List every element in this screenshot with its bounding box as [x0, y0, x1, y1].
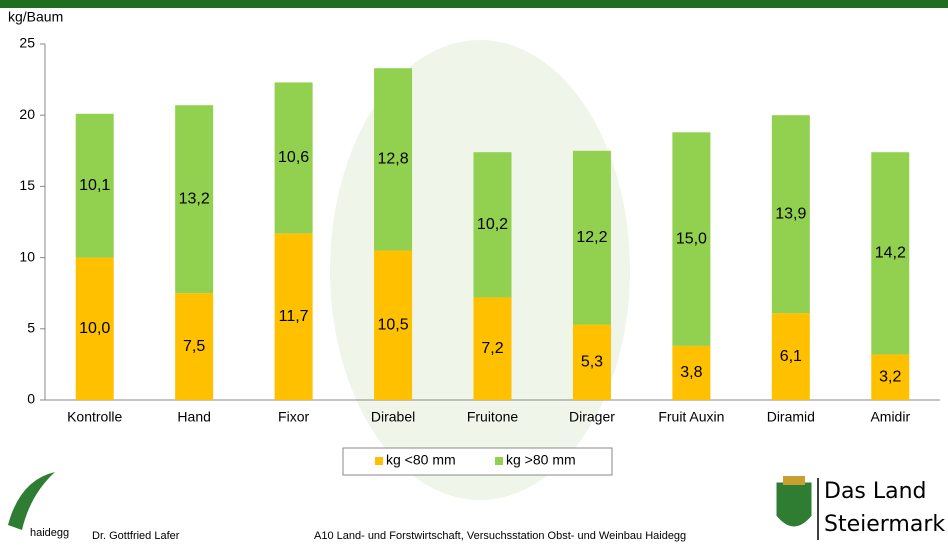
coat-of-arms [776, 482, 812, 527]
value-label: 13,2 [179, 190, 210, 207]
value-label: 10,6 [278, 149, 309, 166]
legend-swatch [375, 457, 383, 465]
legend-label: kg >80 mm [506, 452, 576, 468]
x-tick-label: Dirager [569, 409, 615, 425]
value-label: 3,2 [879, 368, 901, 385]
y-tick-label: 20 [19, 106, 35, 122]
value-label: 10,5 [377, 316, 408, 333]
value-label: 10,1 [79, 177, 110, 194]
crown [783, 476, 805, 485]
brand-line2: Steiermark [824, 512, 945, 537]
y-axis-label: kg/Baum [8, 9, 63, 25]
value-label: 12,2 [576, 229, 607, 246]
x-tick-label: Fruitone [467, 409, 519, 425]
author: Dr. Gottfried Lafer [92, 530, 180, 542]
value-label: 3,8 [680, 364, 702, 381]
logo-text: haidegg [30, 527, 69, 539]
logo-leaf [8, 472, 55, 530]
value-label: 11,7 [279, 308, 309, 325]
x-tick-label: Hand [177, 409, 210, 425]
brand-line1: Das Land [824, 479, 927, 504]
y-tick-label: 15 [19, 177, 35, 193]
value-label: 7,2 [481, 340, 503, 357]
legend-swatch [495, 457, 503, 465]
value-label: 7,5 [183, 338, 205, 355]
value-label: 5,3 [581, 353, 603, 370]
value-label: 12,8 [377, 151, 408, 168]
y-tick-label: 10 [19, 248, 35, 264]
slide: kg/Baum haidegg Dr. Gottfried Lafer A10 … [0, 0, 948, 547]
value-label: 10,0 [79, 320, 110, 337]
y-tick-label: 5 [27, 320, 35, 336]
top-bar [0, 0, 948, 8]
y-tick-label: 25 [19, 35, 35, 51]
y-tick-label: 0 [27, 391, 35, 407]
x-tick-label: Kontrolle [67, 409, 122, 425]
legend-label: kg <80 mm [386, 452, 456, 468]
x-tick-label: Fixor [278, 409, 309, 425]
x-tick-label: Fruit Auxin [658, 409, 724, 425]
value-label: 6,1 [780, 348, 802, 365]
value-label: 10,2 [477, 216, 508, 233]
x-tick-label: Amidir [870, 409, 910, 425]
x-tick-label: Dirabel [371, 409, 415, 425]
value-label: 13,9 [775, 205, 806, 222]
value-label: 15,0 [676, 230, 707, 247]
value-label: 14,2 [875, 245, 906, 262]
institution: A10 Land- und Forstwirtschaft, Versuchss… [314, 530, 686, 542]
x-tick-label: Diramid [767, 409, 815, 425]
